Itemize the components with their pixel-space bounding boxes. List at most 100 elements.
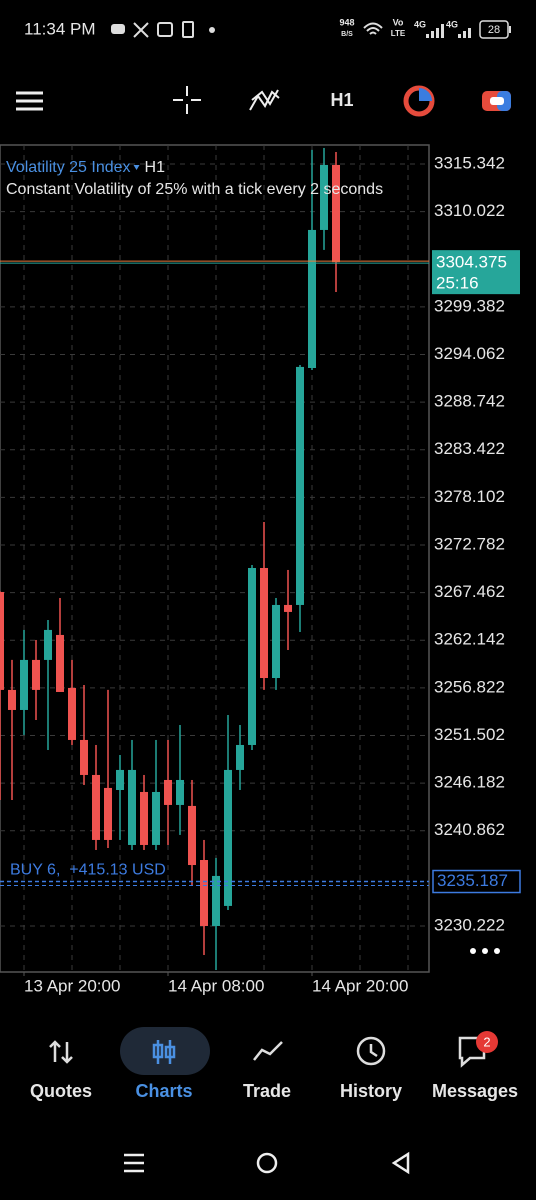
y-tick-label: 3299.382 [434,296,505,315]
status-time: 11:34 PM [24,19,96,38]
nav-label[interactable]: Messages [432,1081,518,1101]
network-type: 4G [414,19,426,29]
back-button[interactable] [391,1151,410,1175]
candle-body [176,779,184,805]
more-button[interactable] [470,948,500,954]
net-speed-unit: B/S [341,31,353,38]
overlays [0,260,429,887]
battery-icon [479,20,509,39]
status-icon [182,21,194,38]
candle-body [140,791,148,845]
nav-labels: Quotes Charts Trade History Messages [30,1081,518,1101]
candles [0,147,340,971]
chart-frame [0,144,430,973]
y-tick-label: 3288.742 [434,392,505,411]
charts-icon [152,1043,164,1059]
y-tick-label: 3315.342 [434,153,505,172]
signal-icon [426,24,444,38]
battery-tip [509,26,511,33]
candle-body [32,659,40,690]
candle-body [212,875,220,926]
y-tick-label: 3272.782 [434,534,505,553]
candle-body [44,629,52,660]
candle-body [296,366,304,605]
candle-body [104,787,112,840]
status-icon [111,24,125,34]
status-icons [111,21,215,38]
timeframe-button[interactable]: H1 [330,90,353,110]
candle-body [320,164,328,230]
status-dot [209,27,215,33]
history-icon [369,1044,378,1058]
y-tick-label: 3310.022 [434,201,505,220]
x-tick-label: 13 Apr 20:00 [24,976,120,995]
candle-body [236,744,244,770]
quotes-icon [49,1040,73,1064]
menu-button[interactable] [16,91,43,111]
y-tick-label: 3256.822 [434,677,505,696]
symbol-description: Constant Volatility of 25% with a tick e… [6,181,383,198]
home-button[interactable] [256,1152,278,1174]
price-label: 3304.375 [436,253,507,272]
system-nav [124,1151,410,1175]
messages-badge [476,1031,498,1053]
y-tick-label: 3262.142 [434,630,505,649]
y-tick-label: 3246.182 [434,773,505,792]
nav-label[interactable]: Quotes [30,1081,92,1101]
candle-body [92,774,100,840]
y-tick-label: 3283.422 [434,439,505,458]
indicators-button[interactable] [249,89,280,111]
y-tick-label: 3267.462 [434,582,505,601]
x-tick-label: 14 Apr 08:00 [168,976,264,995]
trade-button[interactable] [482,91,511,111]
candle-body [272,604,280,679]
position-label: BUY 6, +415.13 USD [10,862,166,879]
y-tick-label: 3251.502 [434,725,505,744]
candle-body [308,229,316,368]
candle-timer: 25:16 [436,274,479,293]
candle-body [200,860,208,926]
chart: Volatility 25 Index H1 Constant Volatili… [0,144,500,973]
y-tick-label: 3240.862 [434,820,505,839]
candle-body [56,634,64,692]
chart-timeframe: H1 [145,159,166,176]
symbol-name[interactable]: Volatility 25 Index [6,159,131,176]
battery-level: 28 [488,24,500,36]
candle-body [188,805,196,866]
candle-body [20,659,28,710]
candle-body [332,164,340,263]
position-price-box [432,869,521,894]
candle-body [248,567,256,745]
volte: Vo [393,17,404,27]
network-type: 4G [446,19,458,29]
candle-body [0,591,4,690]
price-label-box [432,250,520,295]
y-tick-label: 3278.102 [434,487,505,506]
candle-body [284,604,292,612]
objects-button[interactable] [403,85,435,117]
candle-body [68,687,76,740]
candle-body [80,739,88,775]
candle-body [164,779,172,805]
nav-icons [49,1036,486,1068]
y-tick-label: 3230.222 [434,915,505,934]
nav-label[interactable]: Trade [243,1081,291,1101]
status-icon [133,22,149,38]
recents-button[interactable] [124,1153,144,1173]
wifi-icon [363,22,383,35]
signal-icon [458,28,471,38]
nav-label[interactable]: Charts [135,1081,192,1101]
net-speed: 948 [339,17,354,27]
nav-label[interactable]: History [340,1081,402,1101]
crosshair-button[interactable] [173,86,201,114]
volte: LTE [391,29,406,38]
dropdown-arrow[interactable] [133,165,140,170]
candle-body [260,567,268,679]
history-icon [356,1036,386,1066]
charts-icon [164,1045,176,1059]
candle-body [224,769,232,906]
candle-body [116,769,124,791]
candle-body [152,791,160,845]
